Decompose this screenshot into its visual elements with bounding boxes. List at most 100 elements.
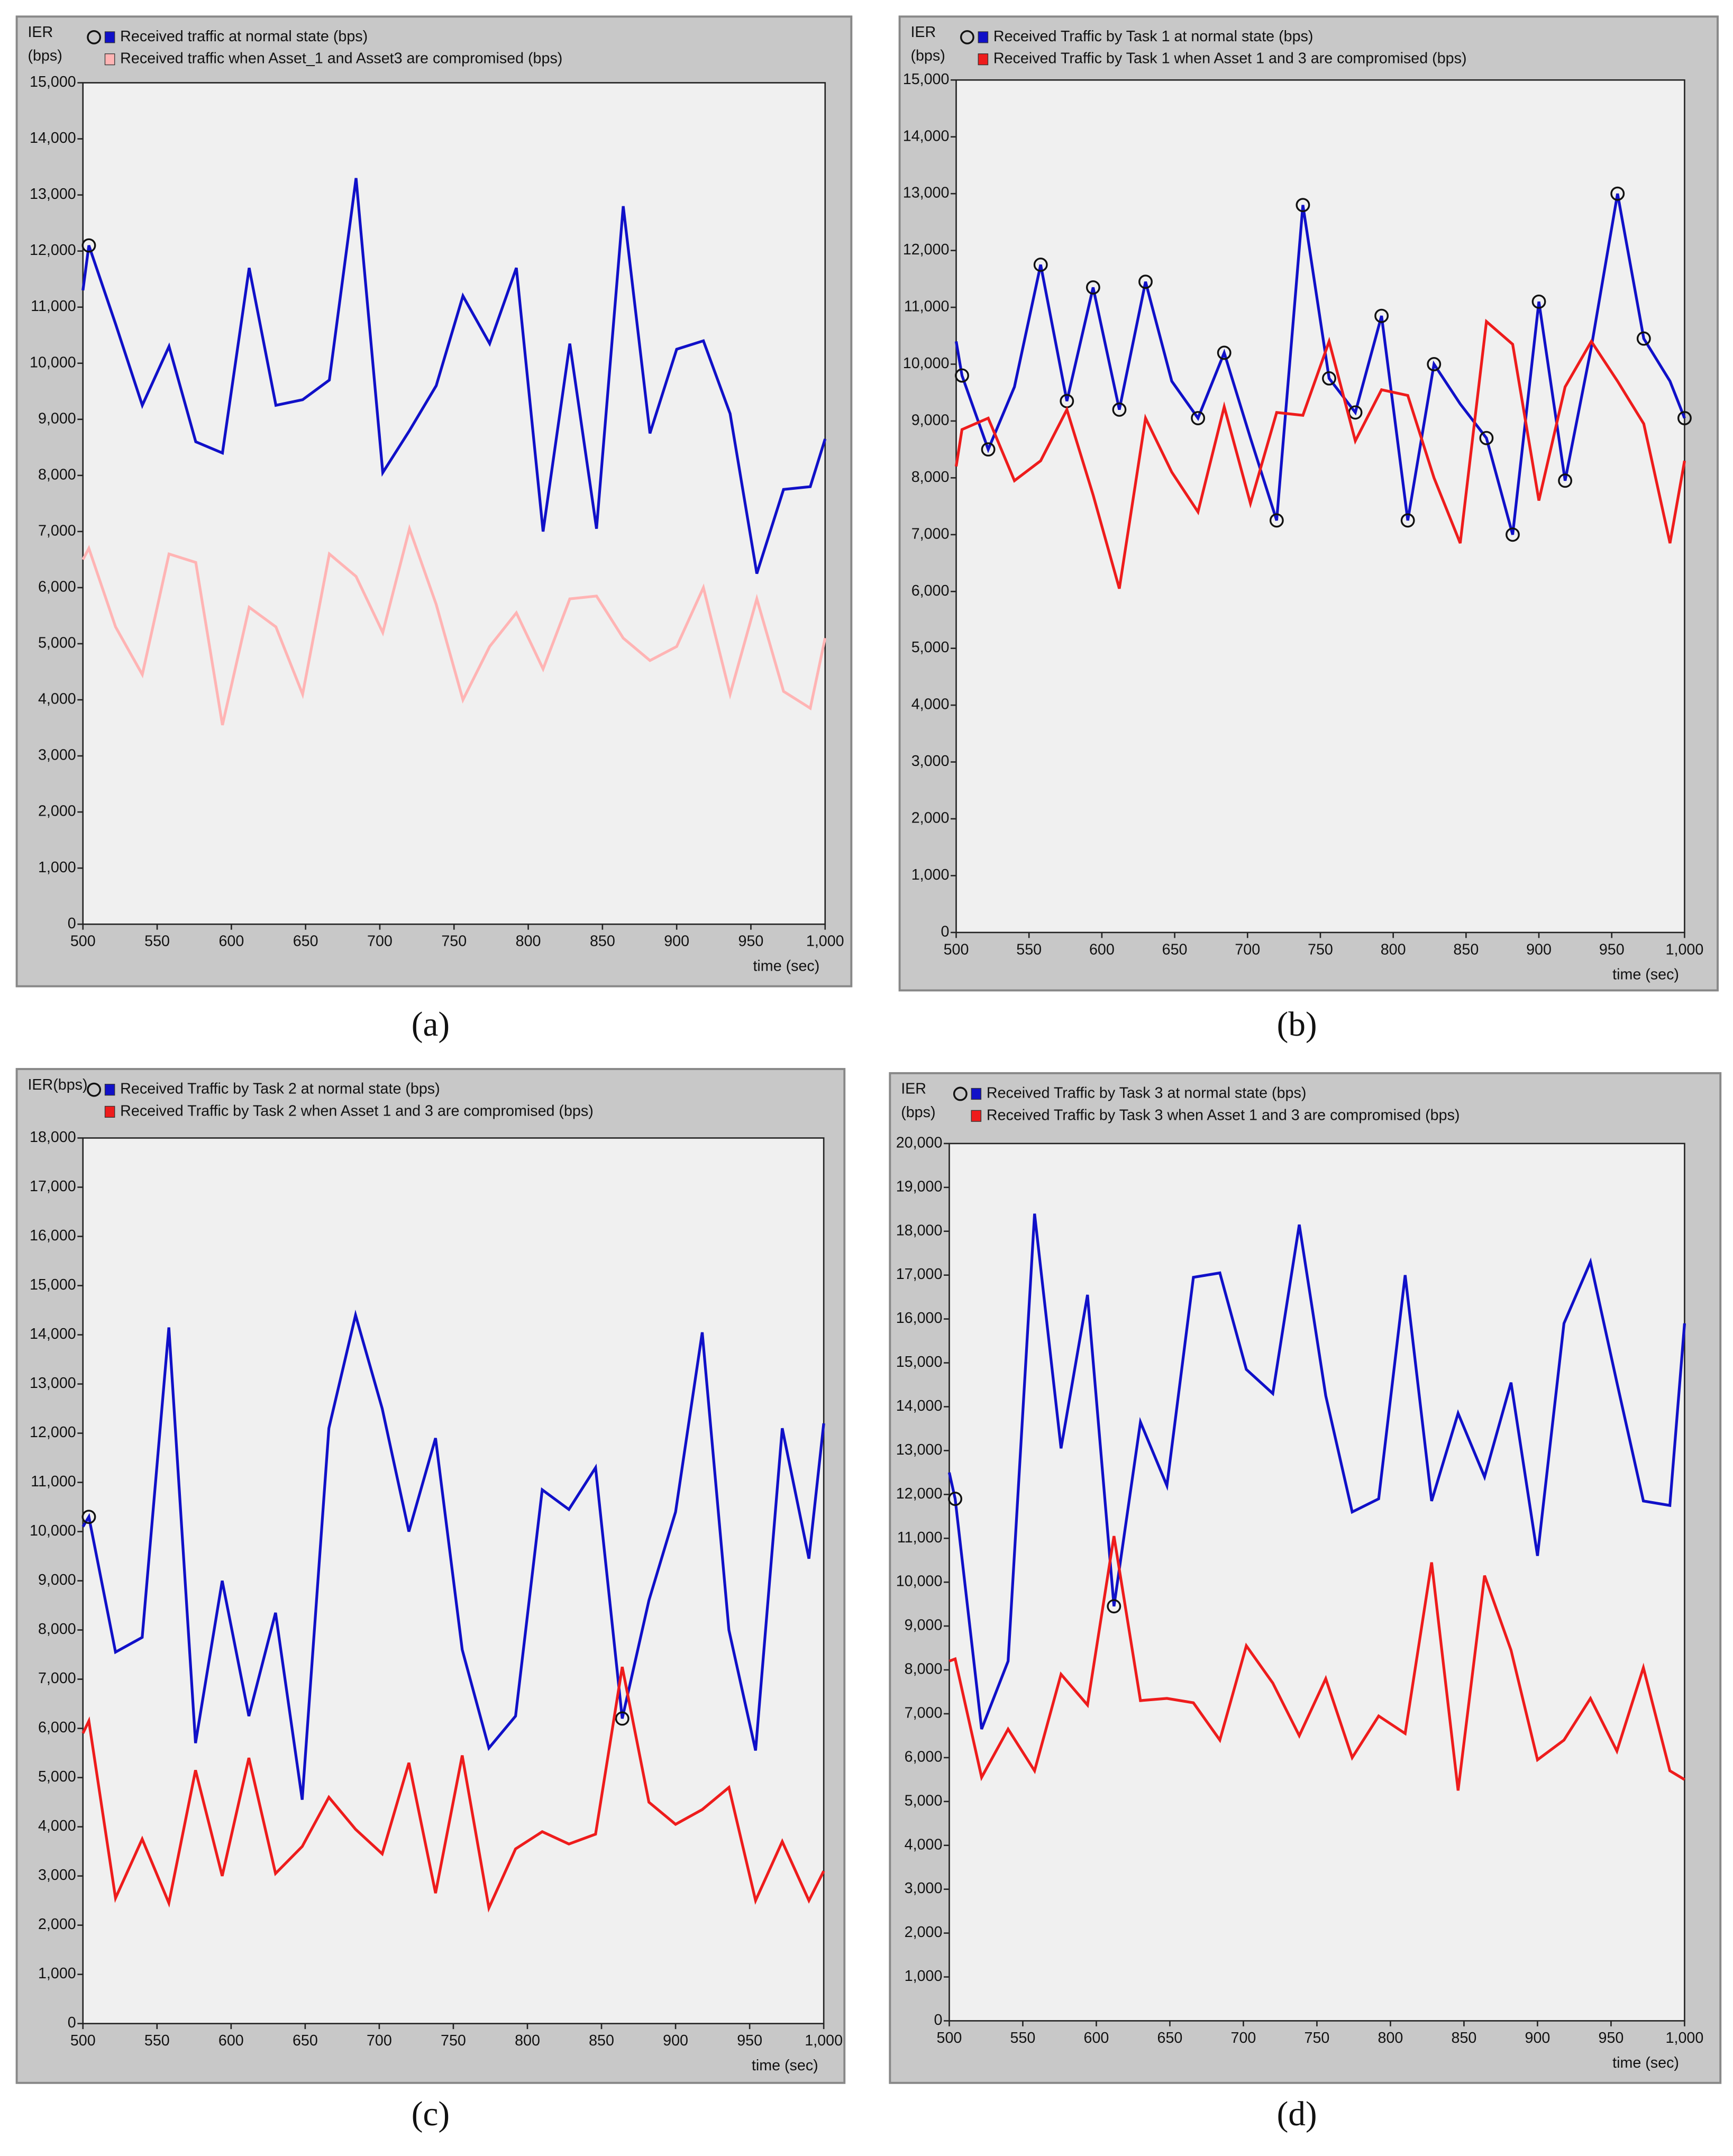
y-tick-label: 14,000 <box>30 1326 76 1342</box>
legend-swatch <box>971 1110 982 1122</box>
series-line <box>81 1666 825 1913</box>
y-tick-label: 11,000 <box>897 1529 943 1546</box>
point-marker <box>1479 431 1494 445</box>
plot-area <box>948 1143 1685 2022</box>
y-tick-label: 7,000 <box>905 1705 943 1722</box>
y-tick-label: 10,000 <box>30 1522 76 1539</box>
legend-swatch <box>104 53 115 66</box>
y-tick-label: 2,000 <box>911 810 950 827</box>
legend-marker <box>87 1082 102 1097</box>
x-axis-label: time (sec) <box>753 958 819 975</box>
legend-label: Received Traffic by Task 2 when Asset 1 … <box>120 1102 594 1119</box>
y-tick-label: 5,000 <box>38 635 76 652</box>
x-tick-label: 650 <box>293 2032 318 2049</box>
x-tick-label: 600 <box>1089 941 1115 958</box>
panel-caption: (b) <box>1277 1006 1317 1044</box>
point-marker <box>1322 371 1336 386</box>
y-tick-label: 9,000 <box>38 1572 76 1588</box>
legend-swatch <box>978 31 989 43</box>
x-tick-label: 650 <box>1162 941 1188 958</box>
panel: IER(bps) Received Traffic by Task 2 at no… <box>15 1068 846 2133</box>
legend-label: Received Traffic by Task 1 at normal sta… <box>993 28 1314 45</box>
point-marker <box>1033 258 1048 272</box>
y-tick-label: 6,000 <box>911 582 950 599</box>
x-tick-label: 550 <box>1010 2030 1036 2047</box>
x-axis-label: time (sec) <box>1612 2054 1679 2071</box>
y-tick-label: 9,000 <box>905 1617 943 1634</box>
y-tick-label: 20,000 <box>896 1134 943 1151</box>
y-tick-label: 13,000 <box>30 186 76 203</box>
point-marker <box>1086 280 1100 295</box>
y-tick-label: 8,000 <box>905 1661 943 1678</box>
point-marker <box>1400 513 1415 528</box>
legend-label: Received traffic at normal state (bps) <box>120 28 368 45</box>
y-tick-label: 1,000 <box>38 1965 76 1982</box>
x-tick-label: 850 <box>590 933 615 950</box>
legend-swatch <box>104 31 115 43</box>
point-marker <box>1138 275 1153 289</box>
legend-label: Received Traffic by Task 3 when Asset 1 … <box>987 1107 1460 1123</box>
legend-label: Received Traffic by Task 1 when Asset 1 … <box>993 50 1467 67</box>
x-tick-label: 750 <box>1308 941 1333 958</box>
point-marker <box>1269 513 1284 528</box>
point-marker <box>948 1492 963 1506</box>
point-marker <box>1610 186 1625 201</box>
y-tick-label: 2,000 <box>905 1924 943 1941</box>
x-tick-label: 1,000 <box>806 933 844 950</box>
y-tick-label: 7,000 <box>911 525 950 542</box>
y-tick-label: 0 <box>934 2012 942 2029</box>
y-tick-label: 15,000 <box>903 71 950 88</box>
y-axis-label: (bps) <box>28 47 62 64</box>
x-tick-label: 1,000 <box>805 2032 843 2049</box>
legend-label: Received traffic when Asset_1 and Asset3… <box>120 50 562 67</box>
y-tick-label: 13,000 <box>30 1375 76 1392</box>
y-tick-label: 1,000 <box>911 866 950 883</box>
point-marker <box>1217 345 1232 360</box>
point-marker <box>1558 473 1573 488</box>
legend-swatch <box>104 1084 115 1096</box>
y-tick-label: 8,000 <box>38 466 76 483</box>
panel-caption: (d) <box>1277 2095 1317 2133</box>
x-tick-label: 950 <box>1599 2030 1624 2047</box>
point-marker <box>1191 411 1206 425</box>
y-tick-label: 13,000 <box>903 185 950 202</box>
x-tick-label: 800 <box>1381 941 1406 958</box>
x-tick-label: 750 <box>1305 2030 1330 2047</box>
legend-marker <box>953 1086 968 1101</box>
panel-caption: (c) <box>412 2095 450 2133</box>
x-tick-label: 1,000 <box>1666 941 1704 958</box>
y-tick-label: 4,000 <box>905 1836 943 1853</box>
y-tick-label: 8,000 <box>38 1621 76 1638</box>
legend-swatch <box>978 53 989 66</box>
point-marker <box>1636 331 1651 346</box>
y-axis-label: IER <box>901 1081 926 1098</box>
y-tick-label: 18,000 <box>30 1129 76 1146</box>
x-tick-label: 700 <box>1231 2030 1256 2047</box>
y-tick-label: 10,000 <box>896 1573 943 1590</box>
y-tick-label: 6,000 <box>38 1719 76 1736</box>
x-tick-label: 850 <box>1453 941 1479 958</box>
x-tick-label: 1,000 <box>1666 2030 1704 2047</box>
y-tick-label: 3,000 <box>38 1867 76 1884</box>
x-tick-label: 900 <box>1525 2030 1550 2047</box>
x-tick-label: 550 <box>1016 941 1042 958</box>
plot-area <box>82 82 826 925</box>
y-tick-label: 14,000 <box>30 130 76 147</box>
x-tick-label: 750 <box>441 933 467 950</box>
point-marker <box>1112 402 1127 417</box>
point-marker <box>1677 411 1692 425</box>
y-axis-label: IER <box>28 24 53 41</box>
point-marker <box>1531 294 1546 309</box>
x-axis-label: time (sec) <box>752 2057 818 2074</box>
y-tick-label: 3,000 <box>905 1880 943 1897</box>
x-tick-label: 850 <box>589 2032 614 2049</box>
y-tick-label: 0 <box>68 915 76 932</box>
y-tick-label: 5,000 <box>911 639 950 656</box>
y-tick-label: 17,000 <box>30 1178 76 1195</box>
y-tick-label: 15,000 <box>30 74 76 90</box>
point-marker <box>1506 527 1520 542</box>
y-tick-label: 11,000 <box>31 298 76 315</box>
y-tick-label: 6,000 <box>905 1748 943 1765</box>
y-tick-label: 1,000 <box>38 859 76 876</box>
